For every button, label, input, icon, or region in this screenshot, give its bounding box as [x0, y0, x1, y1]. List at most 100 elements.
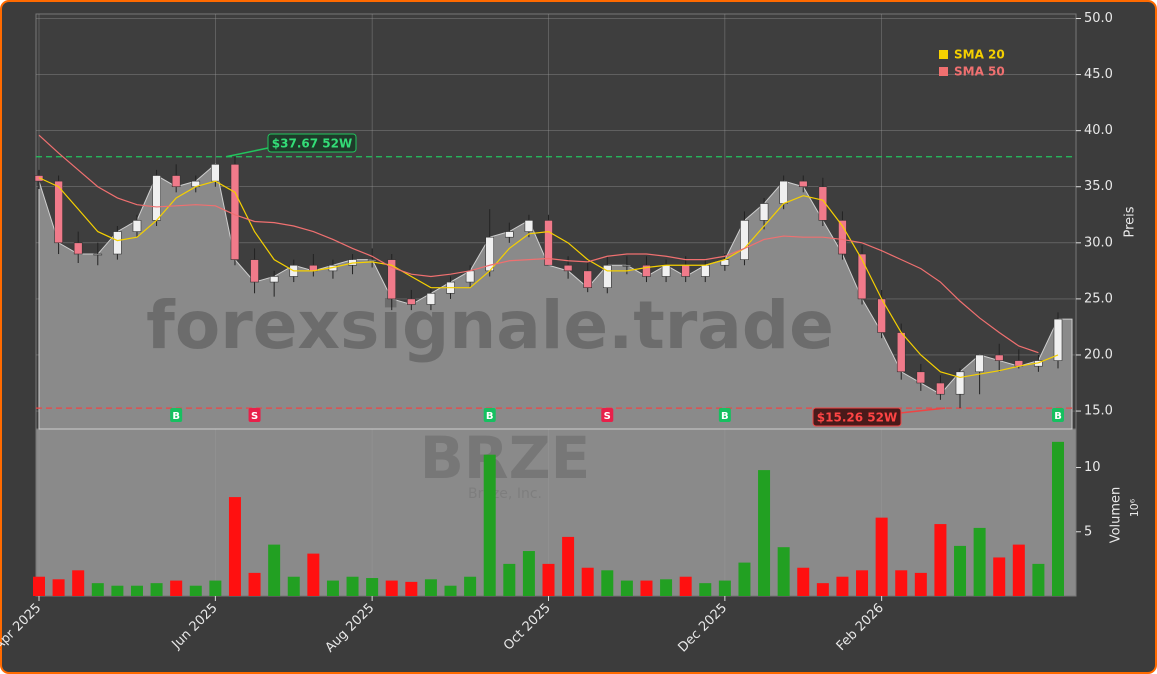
signal-badge — [1052, 408, 1064, 422]
volume-bar — [444, 585, 457, 596]
high-52w-label: $37.67 52W — [272, 137, 352, 151]
candle-body — [779, 180, 788, 204]
volume-bar — [758, 470, 771, 596]
y-tick-label: 15.0 — [1084, 404, 1113, 419]
volume-bar — [1032, 563, 1045, 596]
candle-body — [171, 175, 181, 188]
volume-bar — [170, 580, 183, 596]
candle-body — [250, 259, 259, 283]
candle-body — [1053, 318, 1063, 361]
candle-body — [407, 298, 416, 305]
volume-bar — [111, 585, 124, 596]
signal-label: S — [251, 411, 258, 422]
label-box — [812, 407, 902, 427]
signal-label: S — [604, 411, 611, 422]
volume-bar — [405, 581, 418, 596]
candle-body — [465, 270, 475, 283]
volume-bar — [562, 536, 575, 596]
candle-body — [152, 175, 161, 221]
volume-bar — [130, 585, 143, 596]
candle-body — [916, 371, 926, 384]
volume-bar — [483, 454, 496, 596]
volume-bar — [326, 580, 339, 596]
candle-body — [896, 332, 906, 373]
volume-bar — [699, 583, 712, 596]
candle-body — [642, 264, 651, 277]
volume-bar — [52, 579, 65, 596]
candle-body — [818, 186, 828, 221]
candle-body — [857, 253, 867, 300]
candle-body — [681, 264, 690, 277]
volume-tick-label: 5 — [1084, 524, 1092, 539]
candle-body — [975, 354, 984, 373]
candle-body — [54, 180, 63, 244]
volume-bar — [464, 576, 477, 596]
volume-bar — [738, 562, 751, 596]
legend-label: SMA 50 — [954, 65, 1005, 79]
volume-bar — [150, 583, 163, 596]
volume-bar — [424, 579, 437, 596]
y-tick-label: 25.0 — [1084, 291, 1113, 306]
volume-bar — [718, 580, 731, 596]
volume-bar — [209, 580, 222, 596]
candle-body — [700, 264, 710, 277]
legend-label: SMA 20 — [954, 48, 1005, 62]
volume-bar — [287, 576, 300, 596]
volume-bar — [934, 524, 947, 596]
candle-body — [93, 253, 103, 256]
candle-body — [798, 180, 808, 188]
volume-bar — [72, 570, 85, 596]
y-tick-label: 20.0 — [1084, 347, 1113, 362]
volume-bar — [542, 563, 555, 596]
arrow — [225, 147, 269, 158]
legend-swatch — [939, 67, 948, 76]
y-tick-label: 30.0 — [1084, 235, 1113, 250]
volume-bar — [856, 570, 869, 596]
candle-body — [602, 264, 612, 288]
candle-body — [544, 220, 553, 266]
signal-label: B — [172, 411, 180, 422]
y-tick-label: 50.0 — [1084, 11, 1113, 26]
volume-bar — [777, 547, 790, 596]
candle-body — [524, 220, 534, 232]
volume-bar — [601, 570, 614, 596]
volume-bar — [366, 578, 379, 596]
volume-bar — [228, 497, 241, 596]
volume-bar — [581, 567, 594, 596]
volume-bar — [189, 585, 202, 596]
volume-bar — [268, 544, 281, 596]
signal-label: B — [721, 411, 729, 422]
volume-bar — [1052, 441, 1064, 596]
volume-bar — [307, 553, 320, 596]
volume-bar — [954, 545, 967, 596]
signal-badge — [483, 408, 496, 422]
candle-body — [269, 276, 279, 283]
volume-bar — [993, 557, 1006, 596]
sma-line — [38, 134, 1039, 354]
volume-axis-title: Volumen — [1109, 487, 1124, 544]
candle-body — [367, 259, 377, 261]
candle-body — [563, 264, 573, 272]
candle-body — [73, 242, 83, 255]
volume-bar — [385, 580, 398, 596]
signal-badge — [248, 408, 261, 422]
volume-bar — [503, 563, 516, 596]
candle-body — [994, 354, 1004, 361]
candle-body — [387, 259, 397, 300]
y-axis-title: Preis — [1123, 206, 1138, 237]
watermark: forexsignale.trade — [146, 287, 834, 364]
volume-bar — [836, 576, 849, 596]
volume-bar — [973, 527, 986, 596]
volume-bar — [895, 570, 908, 596]
ticker-watermark: BRZE — [420, 424, 591, 492]
candle-body — [426, 292, 436, 305]
candle-body — [622, 264, 632, 267]
volume-bar — [679, 576, 692, 596]
candle-body — [759, 203, 769, 221]
candle-body — [955, 371, 965, 395]
candle-body — [132, 220, 142, 232]
volume-tick-label: 10 — [1084, 460, 1101, 475]
sma-line — [38, 177, 1059, 379]
volume-multiplier: 10⁶ — [1128, 498, 1141, 517]
